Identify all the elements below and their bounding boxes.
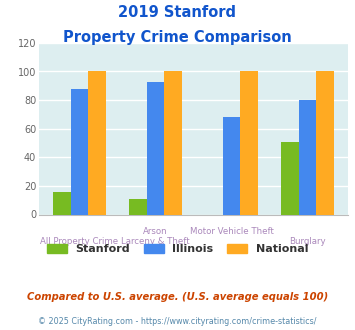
Text: Compared to U.S. average. (U.S. average equals 100): Compared to U.S. average. (U.S. average … xyxy=(27,292,328,302)
Bar xyxy=(282,142,299,214)
Bar xyxy=(299,100,316,214)
Text: Arson: Arson xyxy=(143,227,168,236)
Text: Property Crime Comparison: Property Crime Comparison xyxy=(63,30,292,45)
Bar xyxy=(240,72,258,214)
Bar xyxy=(164,72,182,214)
Bar xyxy=(316,72,334,214)
Text: All Property Crime: All Property Crime xyxy=(40,237,119,247)
Text: © 2025 CityRating.com - https://www.cityrating.com/crime-statistics/: © 2025 CityRating.com - https://www.city… xyxy=(38,317,317,326)
Legend: Stanford, Illinois, National: Stanford, Illinois, National xyxy=(42,239,313,258)
Bar xyxy=(88,72,105,214)
Bar xyxy=(71,89,88,214)
Text: Larceny & Theft: Larceny & Theft xyxy=(121,237,190,247)
Text: Motor Vehicle Theft: Motor Vehicle Theft xyxy=(190,227,273,236)
Bar xyxy=(129,199,147,214)
Bar xyxy=(223,117,240,214)
Bar xyxy=(147,82,164,214)
Text: 2019 Stanford: 2019 Stanford xyxy=(119,5,236,20)
Bar xyxy=(53,192,71,214)
Text: Burglary: Burglary xyxy=(289,237,326,247)
